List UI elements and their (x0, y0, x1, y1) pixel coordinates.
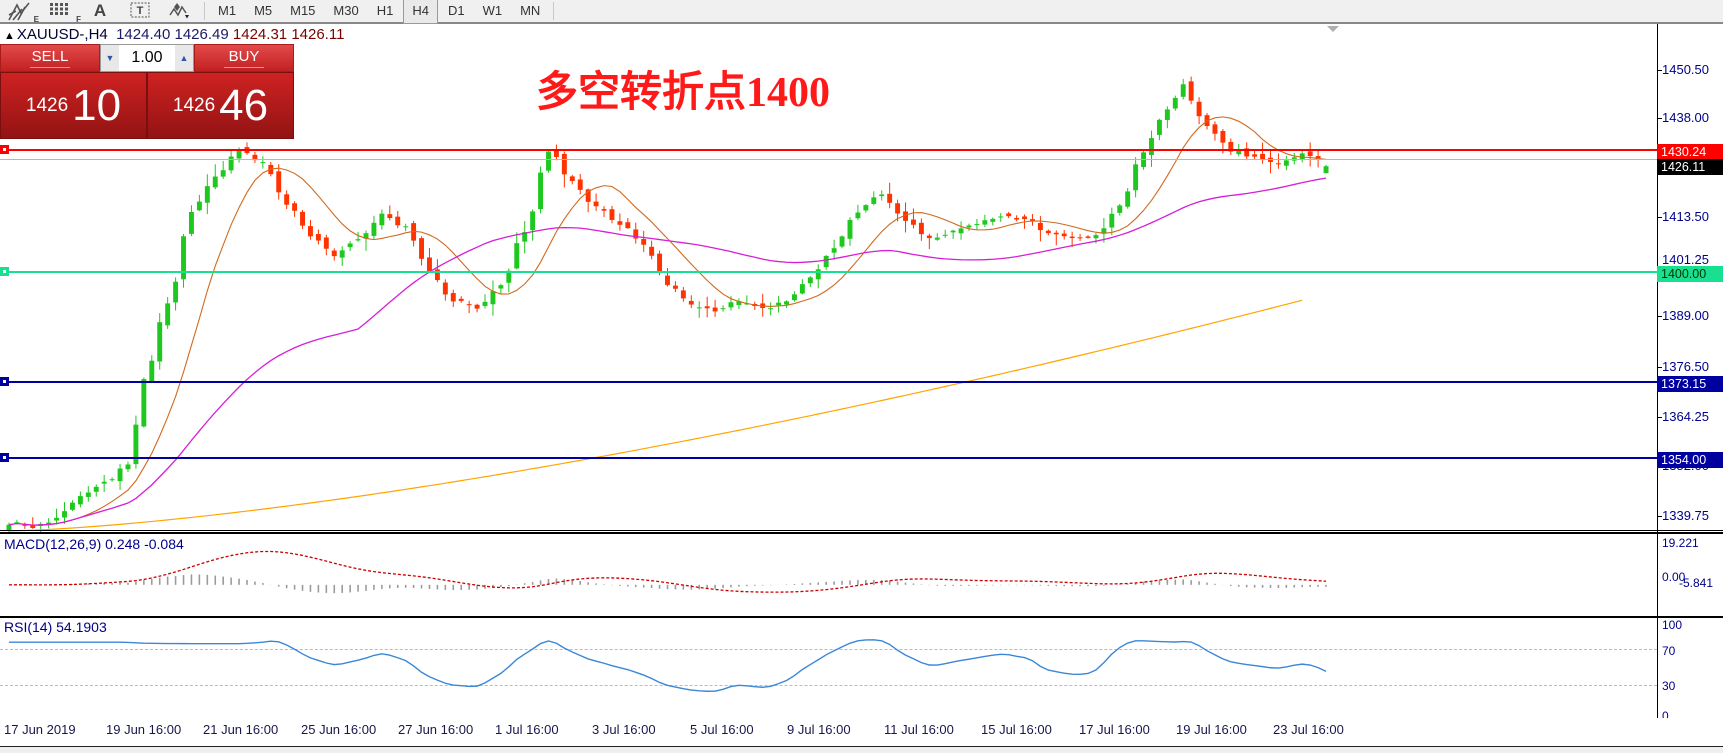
svg-text:T: T (137, 5, 144, 17)
